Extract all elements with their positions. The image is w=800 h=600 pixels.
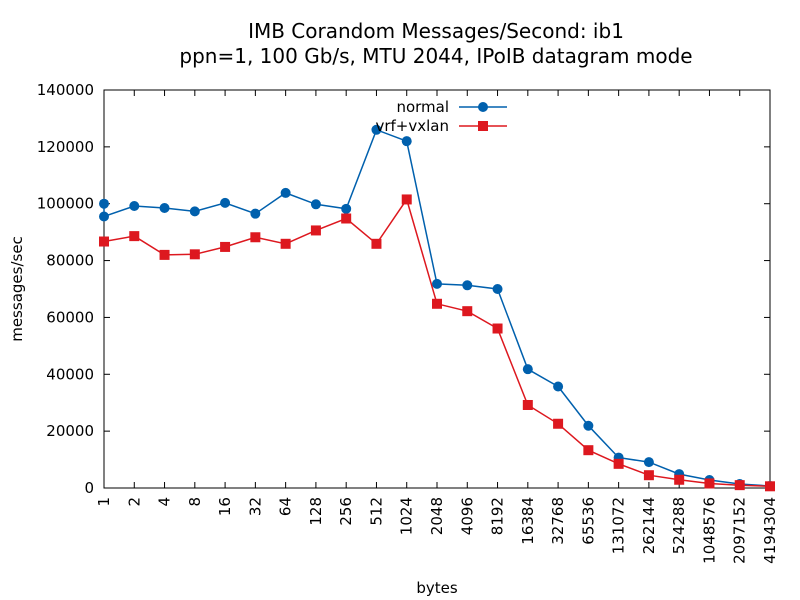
plot-frame (103, 89, 771, 489)
y-tick-label: 40000 (46, 365, 94, 383)
data-point (159, 249, 170, 260)
series-layer (99, 124, 775, 492)
data-point (189, 249, 200, 260)
x-tick-label: 1 (95, 497, 113, 507)
x-tick-label: 2097152 (731, 497, 749, 564)
data-point (280, 187, 291, 198)
chart-subtitle: ppn=1, 100 Gb/s, MTU 2044, IPoIB datagra… (179, 44, 692, 68)
data-point (583, 445, 594, 456)
data-point (401, 194, 412, 205)
data-point (522, 399, 533, 410)
data-point (462, 306, 473, 317)
data-point (401, 136, 412, 147)
data-point (129, 200, 140, 211)
x-tick-label: 512 (367, 497, 385, 526)
data-point (220, 241, 231, 252)
x-tick-label: 64 (277, 497, 295, 516)
y-axis-label: messages/sec (8, 236, 26, 342)
data-point (99, 211, 109, 222)
x-tick-label: 4 (156, 497, 174, 507)
x-tick-label: 262144 (640, 497, 658, 554)
series-normal (99, 124, 775, 492)
legend-marker (478, 121, 488, 131)
x-tick-label: 128 (307, 497, 325, 526)
data-point (220, 197, 231, 208)
y-tick-label: 0 (84, 479, 94, 497)
y-tick-label: 60000 (46, 308, 94, 326)
data-point (583, 420, 594, 431)
x-tick-label: 32768 (549, 497, 567, 545)
data-point (643, 470, 654, 481)
y-axis: 0 20000 40000 60000 80000 100000 120000 140000 (37, 81, 770, 497)
data-point (341, 213, 352, 224)
data-point (643, 457, 654, 468)
x-tick-label: 16384 (519, 497, 537, 545)
y-tick-label: 140000 (37, 81, 94, 99)
x-tick-label: 4194304 (761, 497, 779, 564)
series-vrf-vxlan (99, 194, 775, 492)
data-point (765, 481, 775, 492)
series-line (103, 128, 771, 487)
data-point (280, 238, 291, 249)
data-point (159, 202, 170, 213)
x-tick-label: 2048 (428, 497, 446, 535)
y-tick-label: 80000 (46, 252, 94, 270)
x-axis: 1 2 4 8 16 32 64 128 256 512 1024 2048 4096 8192 16384… (95, 90, 779, 564)
data-point (99, 236, 109, 247)
data-point (250, 232, 261, 243)
data-point (522, 364, 533, 375)
y-tick-label: 120000 (37, 138, 94, 156)
data-point (704, 478, 715, 489)
x-tick-label: 131072 (610, 497, 628, 554)
x-tick-label: 32 (246, 497, 264, 516)
x-tick-label: 256 (337, 497, 355, 526)
data-point (553, 381, 564, 392)
data-point (432, 298, 442, 309)
data-point (613, 458, 624, 469)
legend-label: normal (396, 98, 449, 116)
legend-label: vrf+vxlan (375, 117, 449, 135)
x-tick-label: 8 (186, 497, 204, 507)
data-point (341, 203, 352, 214)
data-point (310, 225, 321, 236)
x-tick-label: 2 (125, 497, 143, 507)
chart-title: IMB Corandom Messages/Second: ib1 (248, 19, 624, 43)
data-point (371, 124, 382, 135)
y-tick-label: 20000 (46, 422, 94, 440)
x-tick-label: 16 (216, 497, 234, 516)
legend-marker (478, 102, 488, 112)
data-point (250, 208, 261, 219)
data-point (462, 280, 473, 291)
x-tick-label: 1024 (398, 497, 416, 535)
data-point (734, 480, 745, 491)
x-tick-label: 1048576 (700, 497, 718, 564)
y-tick-label: 100000 (37, 195, 94, 213)
series-line (103, 197, 771, 488)
x-axis-label: bytes (416, 579, 458, 597)
data-point (492, 323, 503, 334)
x-tick-label: 524288 (670, 497, 688, 554)
data-point (129, 231, 140, 242)
data-point (674, 474, 685, 485)
data-point (310, 199, 321, 210)
data-point (553, 418, 564, 429)
x-tick-label: 8192 (489, 497, 507, 535)
data-point (99, 198, 109, 209)
data-point (371, 238, 382, 249)
data-point (189, 206, 200, 217)
x-tick-label: 4096 (458, 497, 476, 535)
x-tick-label: 65536 (579, 497, 597, 545)
data-point (432, 278, 442, 289)
data-point (492, 284, 503, 294)
